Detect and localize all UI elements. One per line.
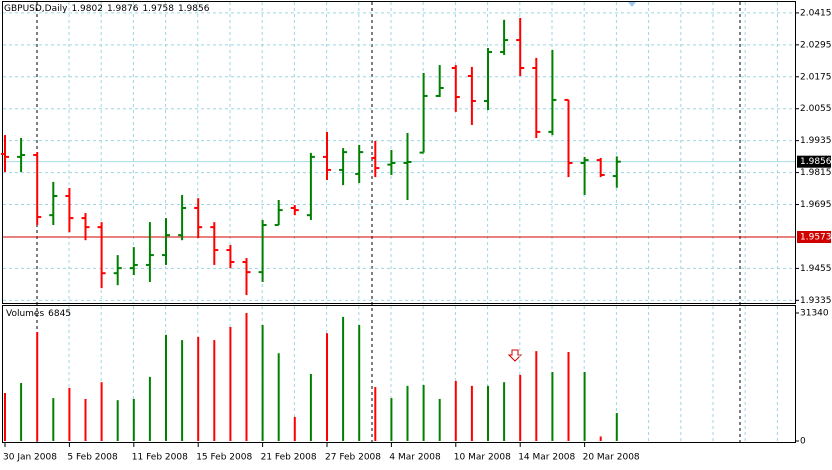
y-tick-label: 1.9335 [800, 296, 832, 306]
volume-value: 6845 [48, 309, 72, 319]
price-level-label: 1.9573 [800, 232, 832, 242]
y-tick-label: 1.9935 [800, 136, 832, 146]
low-value: 1.9758 [142, 4, 174, 14]
volume-tick-label: 0 [800, 437, 806, 447]
y-tick-label: 1.9815 [800, 168, 832, 178]
chart-header: GBPUSD,Daily 1.9802 1.9876 1.9758 1.9856 [4, 4, 213, 14]
marks: 1.9573 1.9856 [1, 17, 832, 441]
high-value: 1.9876 [106, 4, 139, 14]
x-tick-label: 15 Feb 2008 [196, 453, 252, 463]
current-price-box [797, 155, 831, 168]
open-value: 1.9802 [71, 4, 103, 14]
y-tick-label: 2.0175 [800, 72, 832, 82]
x-tick-label: 27 Feb 2008 [325, 453, 381, 463]
price-level-box [797, 230, 831, 243]
y-tick-label: 1.9695 [800, 200, 832, 210]
y-tick-label: 2.0415 [800, 8, 832, 18]
symbol: GBPUSD,Daily [4, 4, 68, 14]
volume-title: Volumes [6, 309, 45, 319]
close-value: 1.9856 [177, 4, 210, 14]
x-tick-label: 14 Mar 2008 [518, 453, 575, 463]
volume-header: Volumes 6845 [6, 309, 75, 319]
x-tick-label: 4 Mar 2008 [389, 453, 441, 463]
x-tick-label: 11 Feb 2008 [132, 453, 188, 463]
x-tick-label: 5 Feb 2008 [67, 453, 118, 463]
x-tick-label: 21 Feb 2008 [261, 453, 317, 463]
volume-tick-label: 31340 [800, 309, 829, 319]
arrow-marker [507, 349, 523, 362]
current-price-label: 1.9856 [800, 157, 832, 167]
y-tick-label: 2.0295 [800, 40, 832, 50]
x-tick-label: 20 Mar 2008 [583, 453, 640, 463]
price-panel [2, 1, 796, 304]
shift-marker [628, 2, 636, 7]
x-tick-label: 10 Mar 2008 [454, 453, 511, 463]
x-tick-label: 30 Jan 2008 [3, 453, 57, 463]
y-tick-label: 1.9455 [800, 264, 832, 274]
volume-panel [2, 305, 796, 443]
y-tick-label: 2.0055 [800, 104, 832, 114]
